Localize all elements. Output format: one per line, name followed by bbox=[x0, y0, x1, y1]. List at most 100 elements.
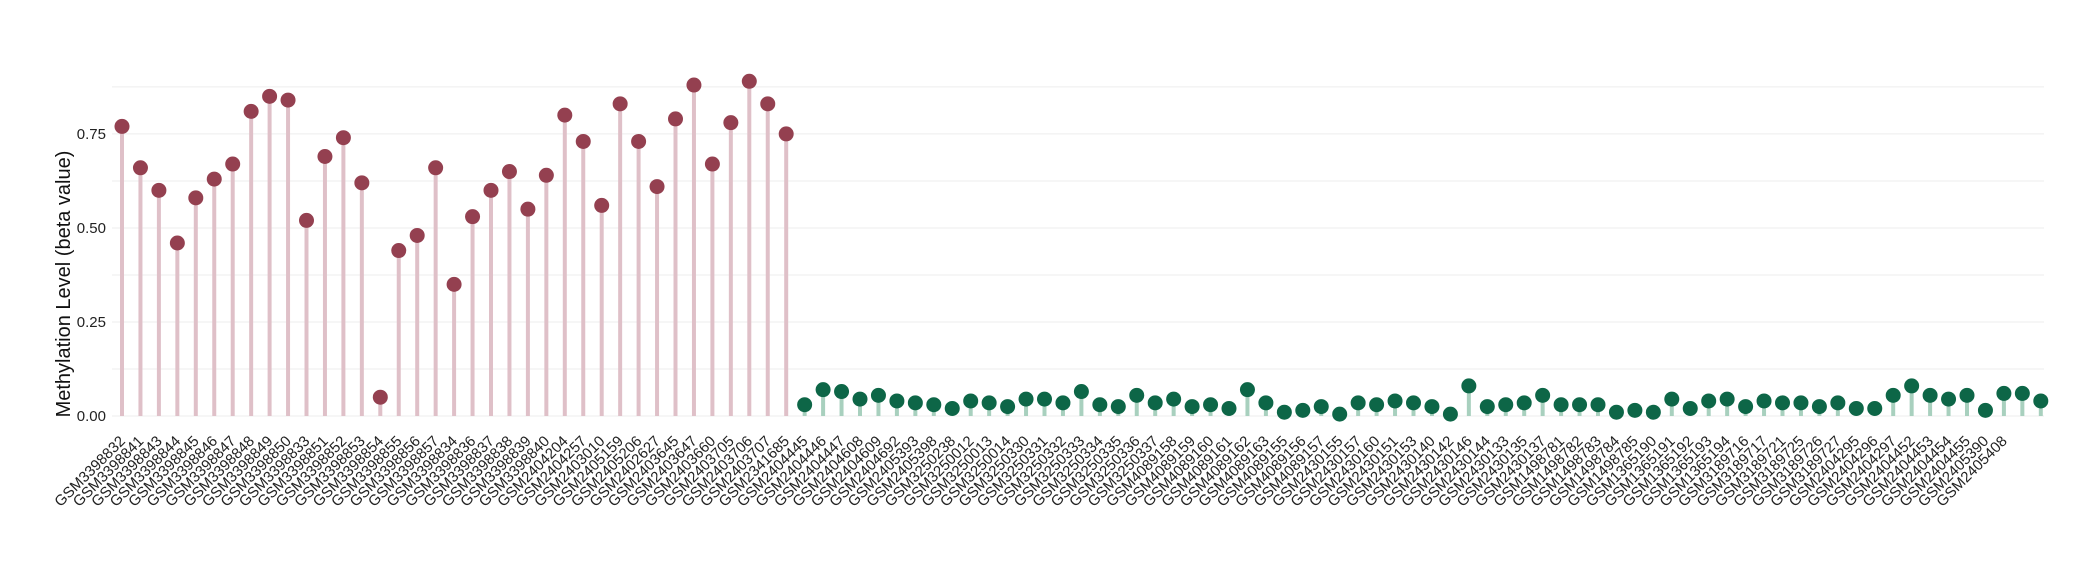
lollipop-dot bbox=[1239, 382, 1255, 398]
lollipop-dot bbox=[1664, 391, 1680, 407]
lollipop-dot bbox=[1203, 397, 1219, 413]
lollipop-dot bbox=[2014, 385, 2030, 401]
lollipop-dot bbox=[169, 235, 185, 251]
lollipop-dot bbox=[1738, 399, 1754, 415]
lollipop-dot bbox=[446, 276, 462, 292]
lollipop-dot bbox=[1461, 378, 1477, 394]
lollipop-dot bbox=[1037, 391, 1052, 407]
dots bbox=[114, 73, 2049, 422]
lollipop-dot bbox=[1406, 395, 1421, 411]
lollipop-dot bbox=[1682, 400, 1698, 416]
lollipop-dot bbox=[907, 395, 923, 411]
lollipop-dot bbox=[1092, 397, 1108, 413]
lollipop-dot bbox=[1922, 387, 1938, 403]
stems bbox=[120, 81, 2043, 416]
lollipop-dot bbox=[852, 391, 868, 407]
lollipop-dot bbox=[1442, 406, 1458, 422]
lollipop-dot bbox=[483, 182, 499, 198]
x-axis-labels: GSM3398832GSM3398841GSM3398843GSM3398844… bbox=[51, 433, 2010, 510]
lollipop-dot bbox=[1996, 385, 2012, 401]
lollipop-dot bbox=[1166, 391, 1182, 407]
lollipop-dot bbox=[465, 209, 481, 225]
y-tick-label: 0.50 bbox=[77, 220, 106, 237]
lollipop-dot bbox=[262, 88, 278, 104]
lollipop-dot bbox=[1184, 399, 1200, 415]
lollipop-dot bbox=[704, 156, 720, 172]
y-tick-label: 0.25 bbox=[77, 314, 106, 331]
lollipop-dot bbox=[1018, 391, 1034, 407]
lollipop-dot bbox=[723, 115, 739, 131]
lollipop-dot bbox=[335, 130, 351, 146]
lollipop-dot bbox=[741, 73, 757, 89]
lollipop-dot bbox=[760, 96, 776, 112]
lollipop-dot bbox=[1848, 400, 1864, 416]
lollipop-dot bbox=[649, 179, 665, 195]
lollipop-dot bbox=[1867, 400, 1883, 416]
lollipop-dot bbox=[1830, 395, 1846, 411]
lollipop-dot bbox=[354, 175, 370, 191]
lollipop-dot bbox=[1590, 397, 1606, 413]
lollipop-dot bbox=[501, 164, 517, 180]
lollipop-dot bbox=[815, 382, 831, 398]
lollipop-dot bbox=[391, 243, 407, 259]
lollipop-dot bbox=[151, 182, 167, 198]
lollipop-dot bbox=[1129, 387, 1145, 403]
lollipop-dot bbox=[2033, 393, 2049, 409]
lollipop-dot bbox=[1387, 393, 1403, 409]
lollipop-dot bbox=[1959, 387, 1975, 403]
lollipop-dot bbox=[1498, 397, 1514, 413]
lollipop-dot bbox=[1369, 397, 1385, 413]
lollipop-dot bbox=[1941, 391, 1957, 407]
lollipop-dot bbox=[1775, 395, 1790, 411]
lollipop-dot bbox=[280, 92, 296, 108]
y-axis: 0.00 0.25 0.50 0.75 bbox=[77, 126, 106, 425]
lollipop-dot bbox=[834, 384, 850, 400]
lollipop-dot bbox=[1258, 395, 1274, 411]
lollipop-dot bbox=[631, 133, 647, 149]
lollipop-dot bbox=[1295, 402, 1311, 418]
lollipop-dot bbox=[1479, 399, 1495, 415]
lollipop-dot bbox=[520, 201, 536, 217]
lollipop-dot bbox=[206, 171, 222, 187]
lollipop-dot bbox=[686, 77, 702, 93]
lollipop-dot bbox=[926, 397, 942, 413]
lollipop-dot bbox=[1147, 395, 1163, 411]
lollipop-dot bbox=[1977, 402, 1993, 418]
lollipop-dot bbox=[797, 397, 813, 413]
lollipop-dot bbox=[132, 160, 148, 176]
lollipop-dot bbox=[1221, 400, 1237, 416]
lollipop-dot bbox=[1000, 399, 1016, 415]
lollipop-dot bbox=[1073, 384, 1089, 400]
lollipop-dot bbox=[981, 395, 997, 411]
lollipop-dot bbox=[1572, 397, 1588, 413]
lollipop-dot bbox=[1719, 391, 1735, 407]
lollipop-dot bbox=[1424, 399, 1440, 415]
lollipop-dot bbox=[1055, 395, 1071, 411]
y-tick-label: 0.00 bbox=[77, 408, 106, 425]
lollipop-dot bbox=[1332, 406, 1348, 422]
lollipop-dot bbox=[1811, 399, 1827, 415]
lollipop-dot bbox=[575, 133, 591, 149]
lollipop-dot bbox=[1350, 395, 1366, 411]
lollipop-dot bbox=[557, 107, 573, 123]
lollipop-dot bbox=[870, 387, 886, 403]
lollipop-dot bbox=[1313, 399, 1329, 415]
lollipop-dot bbox=[1110, 399, 1126, 415]
lollipop-dot bbox=[1885, 387, 1901, 403]
lollipop-dot bbox=[372, 389, 388, 405]
y-tick-label: 0.75 bbox=[77, 126, 106, 143]
lollipop-dot bbox=[944, 400, 960, 416]
lollipop-dot bbox=[612, 96, 628, 112]
y-axis-title: Methylation Level (beta value) bbox=[53, 151, 75, 418]
lollipop-dot bbox=[594, 197, 610, 213]
lollipop-dot bbox=[188, 190, 204, 206]
lollipop-dot bbox=[114, 118, 130, 134]
lollipop-dot bbox=[1276, 404, 1292, 420]
lollipop-dot bbox=[1553, 397, 1569, 413]
lollipop-dot bbox=[1516, 395, 1532, 411]
lollipop-dot bbox=[409, 227, 425, 243]
lollipop-dot bbox=[1535, 387, 1551, 403]
lollipop-dot bbox=[225, 156, 241, 172]
lollipop-dot bbox=[317, 149, 333, 164]
lollipop-dot bbox=[243, 103, 259, 119]
